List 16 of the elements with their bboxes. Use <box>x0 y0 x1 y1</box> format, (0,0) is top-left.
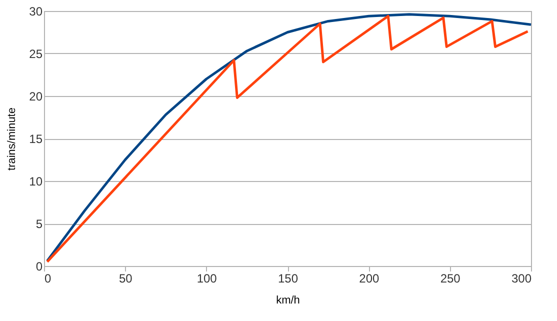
y-tick-label: 20 <box>29 90 43 104</box>
x-tick-label: 100 <box>196 272 218 286</box>
y-tick-label: 30 <box>29 4 43 18</box>
x-tick-label: 300 <box>511 272 532 286</box>
x-tick-label: 0 <box>44 272 52 286</box>
x-tick-label: 150 <box>278 272 298 286</box>
y-tick-label: 0 <box>36 260 43 274</box>
y-axis-title: trains/minute <box>6 108 18 170</box>
x-tick-label: 50 <box>118 272 133 286</box>
y-tick-label: 25 <box>29 47 43 61</box>
y-tick-label: 10 <box>29 174 43 188</box>
x-tick-label: 200 <box>359 272 380 286</box>
x-axis-title: km/h <box>276 294 300 306</box>
y-tick-label: 15 <box>29 132 43 146</box>
x-tick-label: 250 <box>440 272 461 286</box>
y-tick-label: 5 <box>36 217 43 231</box>
